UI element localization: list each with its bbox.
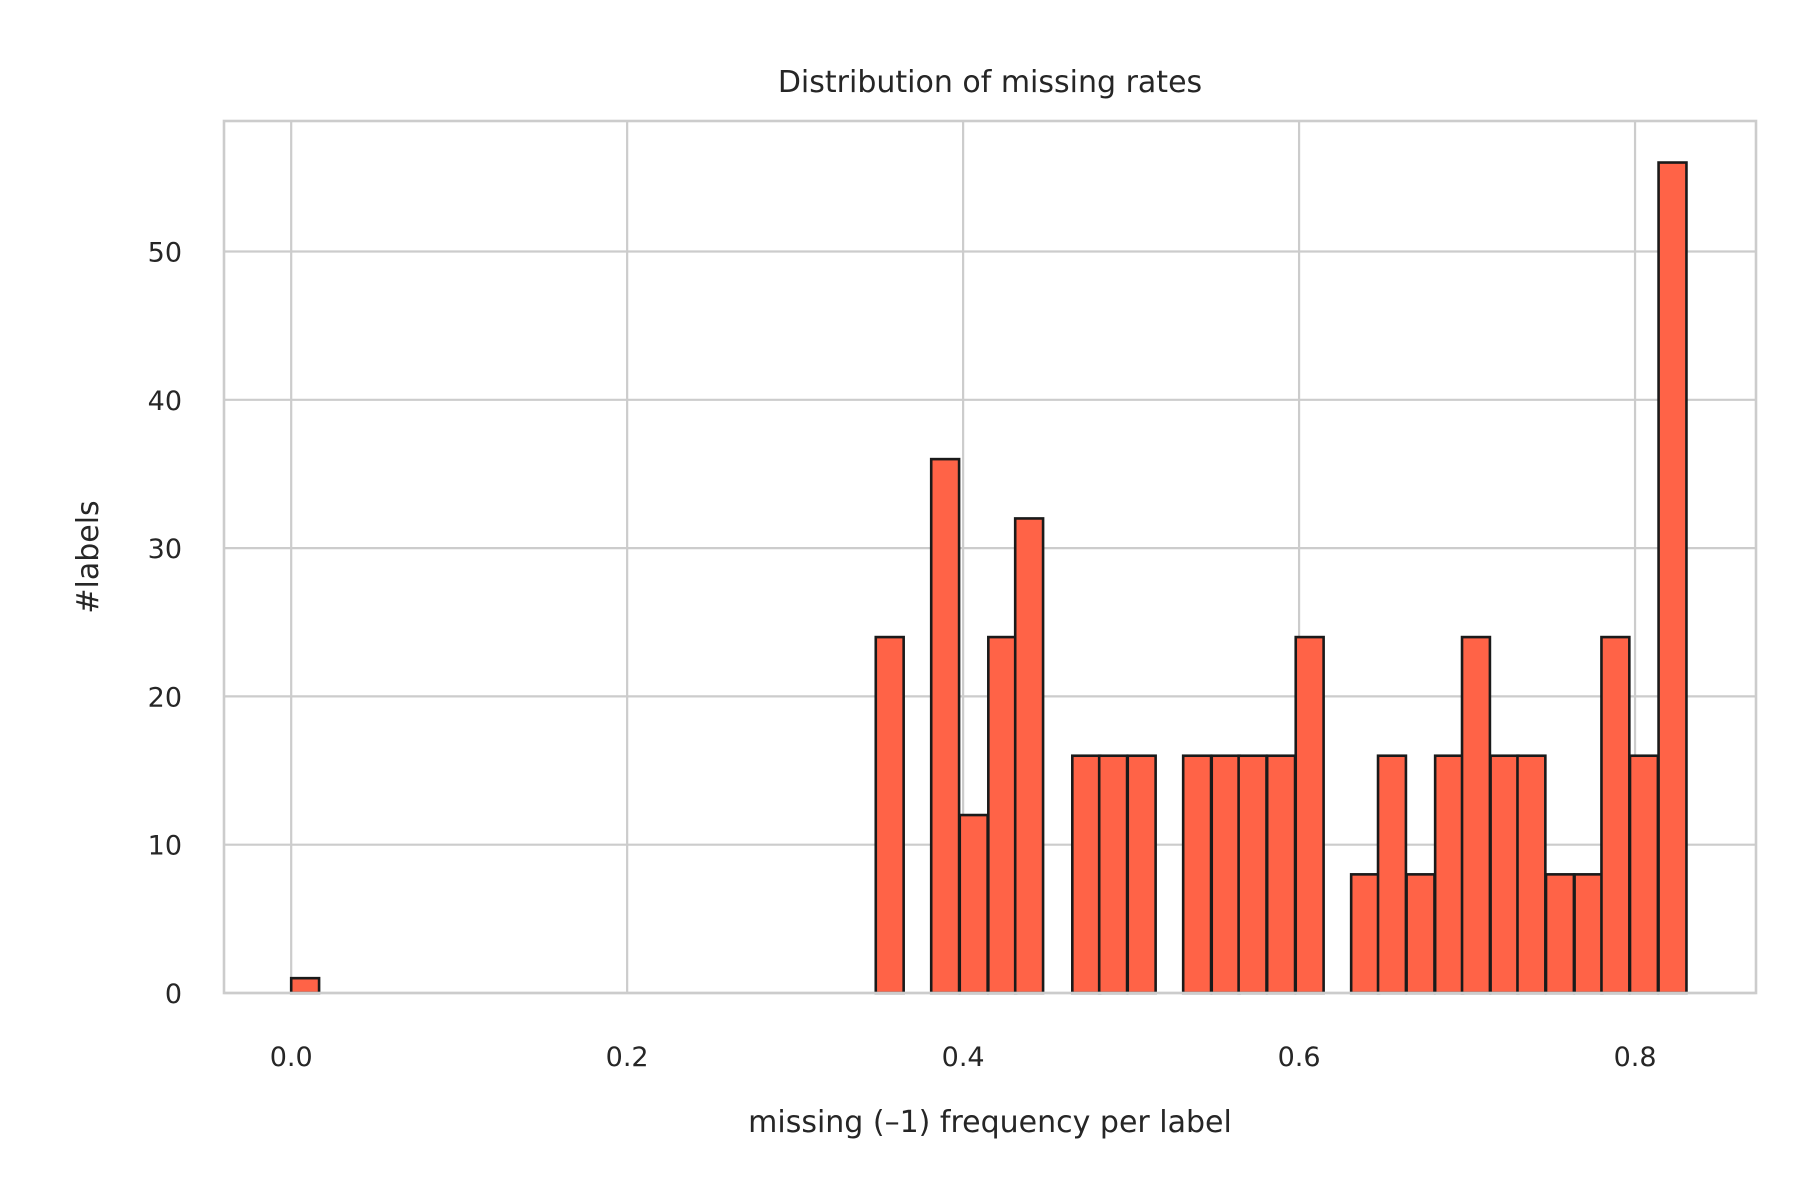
histogram-bar (1376, 754, 1408, 995)
x-tick-label: 0.4 (942, 1042, 985, 1073)
histogram-bar (929, 457, 961, 995)
histogram-bar (289, 976, 321, 995)
histogram-bar (1349, 873, 1381, 995)
histogram-bar (1097, 754, 1129, 995)
bars (289, 161, 1688, 995)
histogram-bar (987, 635, 1018, 995)
y-tick-label: 0 (165, 979, 182, 1010)
x-tick-label: 0.8 (1614, 1042, 1657, 1073)
histogram-bar (1544, 873, 1576, 995)
chart-title: Distribution of missing rates (778, 65, 1202, 100)
histogram-bar (874, 635, 905, 995)
histogram-bar (1628, 754, 1660, 995)
y-tick-label: 20 (148, 682, 182, 713)
histogram-bar (1516, 754, 1547, 995)
y-axis-label: #labels (71, 500, 106, 613)
histogram-bar (1657, 161, 1688, 995)
histogram-bar (1265, 754, 1297, 995)
histogram-bar (1433, 754, 1465, 995)
x-tick-label: 0.0 (270, 1042, 313, 1073)
histogram-bar (1181, 754, 1213, 995)
histogram-bar (1013, 517, 1045, 995)
x-tick-label: 0.2 (606, 1042, 649, 1073)
histogram-bar (1405, 873, 1436, 995)
plot-frame (222, 119, 1758, 995)
x-tick-label: 0.6 (1278, 1042, 1321, 1073)
y-tick-label: 30 (148, 534, 182, 565)
y-tick-labels: 0 10 20 30 40 50 (148, 238, 182, 1010)
histogram-bar (1489, 754, 1520, 995)
histogram-bar (1573, 873, 1604, 995)
histogram-bar (1237, 754, 1268, 995)
x-axis-label: missing (–1) frequency per label (748, 1105, 1232, 1140)
y-tick-label: 10 (148, 831, 182, 862)
x-tick-labels: 0.0 0.2 0.4 0.6 0.8 (270, 1042, 1657, 1073)
histogram-bar (1294, 635, 1325, 995)
histogram-bar (958, 813, 989, 995)
y-tick-label: 50 (148, 238, 182, 269)
y-tick-label: 40 (148, 386, 182, 417)
histogram-bar (1126, 754, 1157, 995)
histogram-bar (1600, 635, 1631, 995)
histogram-bar (1460, 635, 1492, 995)
histogram-bar (1071, 754, 1102, 995)
histogram-bar (1210, 754, 1241, 995)
